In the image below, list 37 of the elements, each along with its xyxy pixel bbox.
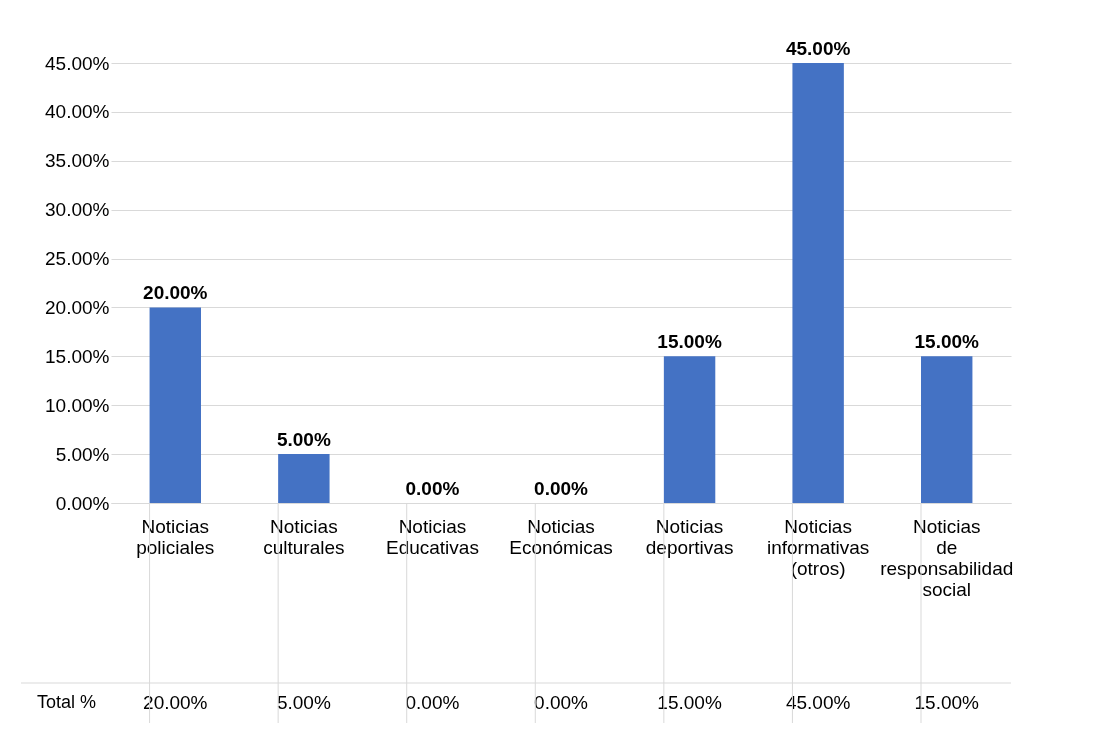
y-tick-label: 15.00% (45, 345, 110, 367)
y-tick-label: 0.00% (55, 492, 110, 514)
text: 0.00% (405, 478, 460, 499)
data-label: 0.00% (405, 692, 460, 713)
text: 15.00% (914, 331, 979, 353)
data-label: 45.00% (785, 692, 851, 713)
bar (663, 356, 716, 503)
data-label: 20.00% (143, 692, 208, 713)
y-tick-label: 35.00% (45, 150, 110, 172)
bar (921, 356, 973, 503)
text: 45.00% (785, 38, 851, 59)
data-label: 0.00% (534, 692, 589, 713)
x-tick-label: Noticias Educativas (385, 515, 479, 558)
text: 5.00% (276, 429, 331, 451)
x-tick-label: Noticias Económicas (509, 515, 613, 558)
y-tick-label: 40.00% (45, 101, 110, 123)
y-tick-label: 45.00% (45, 52, 110, 74)
y-tick-label: 30.00% (45, 199, 110, 221)
data-label: 15.00% (914, 692, 980, 713)
text: 15.00% (657, 331, 722, 353)
x-tick-label: Noticias deportivas (645, 515, 734, 558)
text: Total % (36, 692, 96, 712)
text: 0.00% (534, 478, 588, 499)
y-tick-label: 25.00% (45, 248, 110, 270)
y-tick-label: 10.00% (45, 394, 110, 416)
x-tick-label: Noticias informativas (otros) (766, 515, 870, 579)
data-label: 5.00% (276, 692, 331, 713)
y-tick-label: 5.00% (55, 443, 110, 465)
x-tick-label: Noticias de responsabilidad social (880, 515, 1014, 600)
bar (792, 63, 844, 503)
x-tick-label: Noticias policiales (136, 515, 215, 558)
data-label: 15.00% (657, 692, 722, 713)
x-tick-label: Noticias culturales (263, 515, 345, 558)
bar (149, 307, 201, 503)
text: 20.00% (143, 282, 208, 304)
y-tick-label: 20.00% (45, 296, 110, 318)
bar (278, 454, 330, 503)
